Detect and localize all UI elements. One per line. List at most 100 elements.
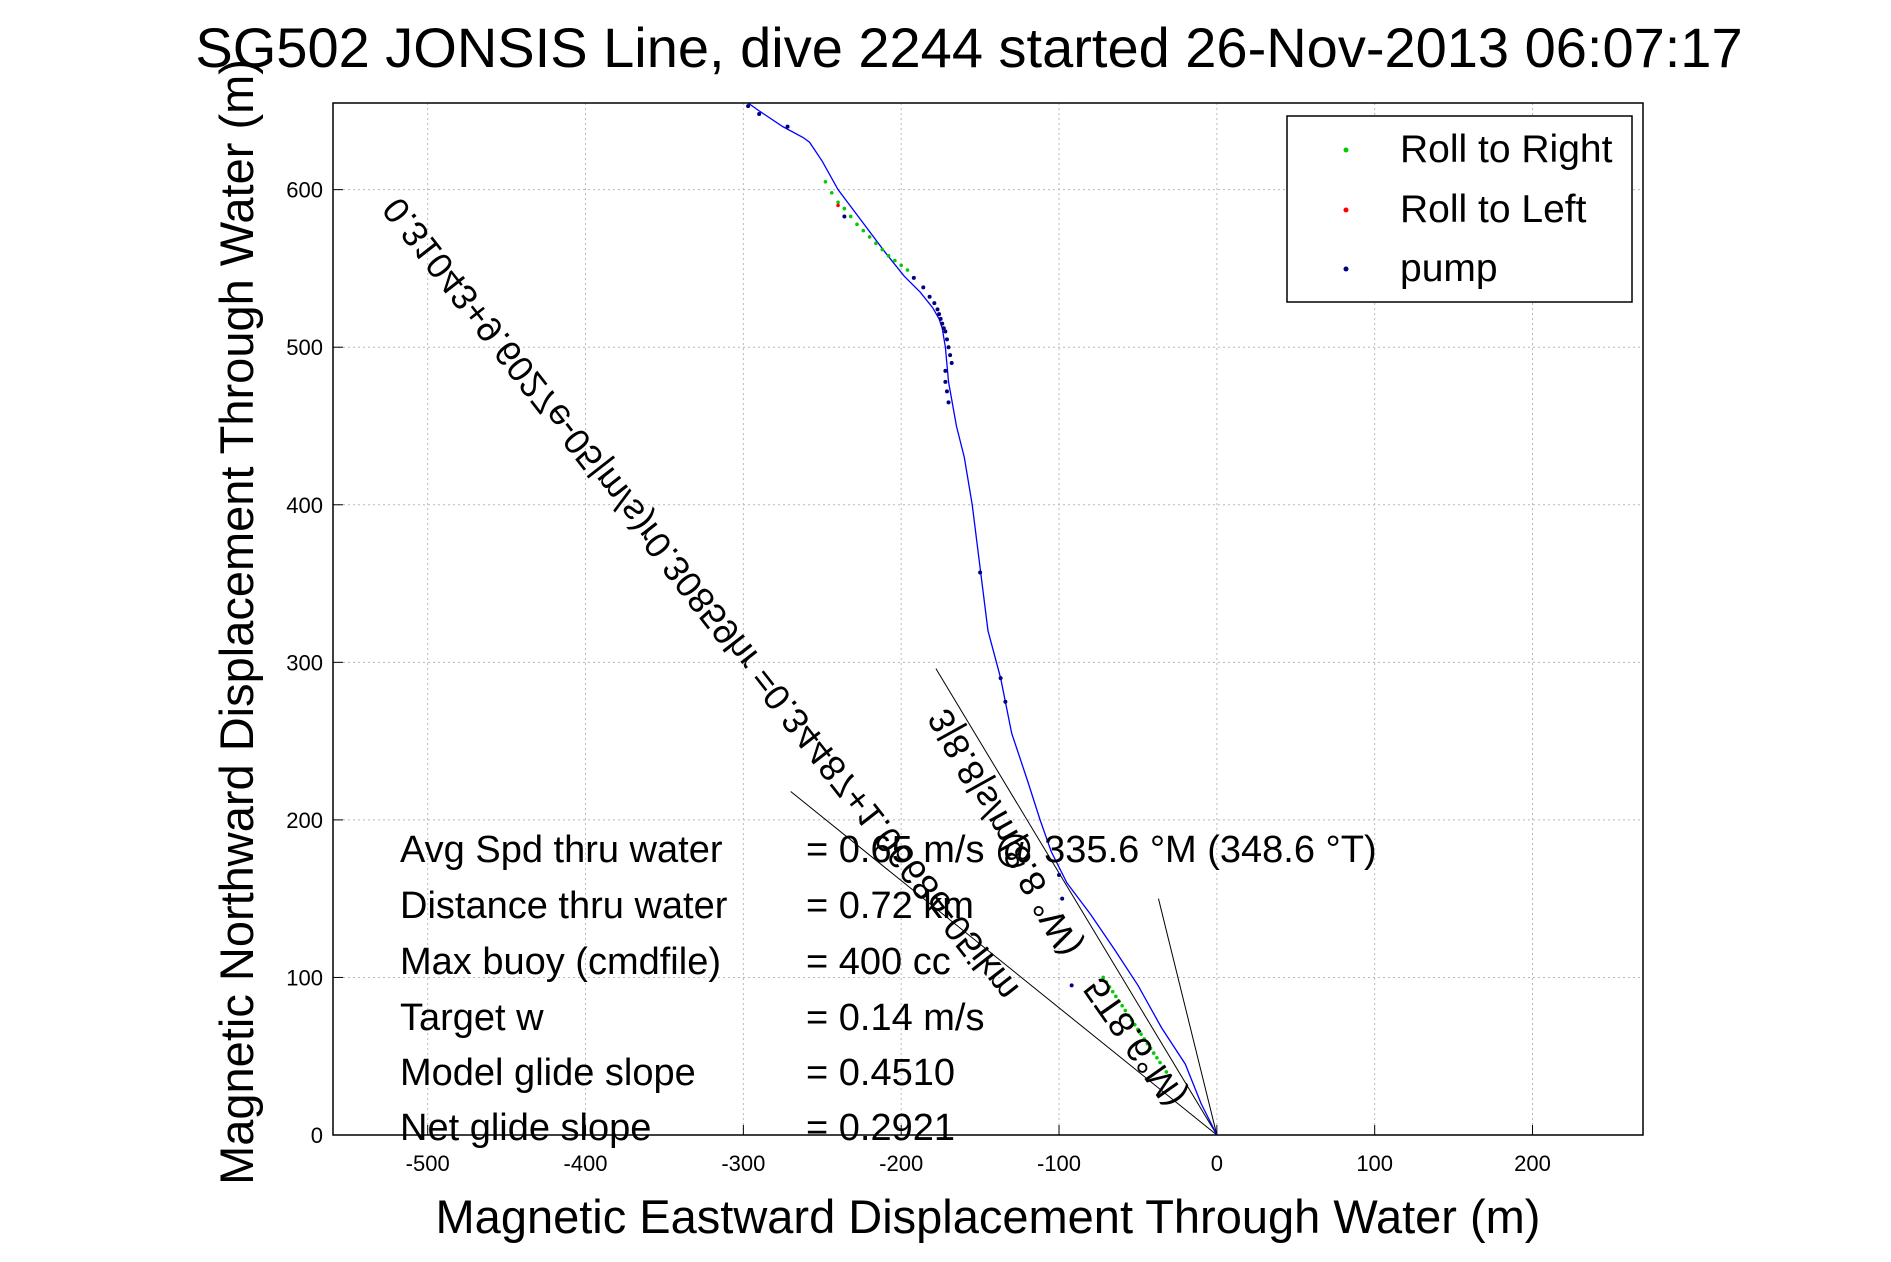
roll-right-point: [1104, 980, 1109, 984]
x-tick-labels: -500 -400 -300 -200 -100 0 100 200: [406, 1151, 1551, 1176]
pump-point: [1069, 983, 1074, 988]
y-tick-label: 500: [286, 335, 323, 360]
roll-right-point: [886, 254, 891, 258]
reference-line: [790, 791, 1218, 1136]
pump-point: [944, 337, 949, 342]
stat-value-distance: = 0.72 km: [806, 885, 974, 927]
roll-right-point: [893, 258, 897, 263]
reference-lines: [790, 668, 1218, 1136]
x-tick-label: -400: [564, 1151, 608, 1176]
roll-right-point: [1151, 1051, 1156, 1055]
pump-point: [940, 321, 945, 326]
stat-value-max-buoy: = 400 cc: [806, 941, 951, 983]
roll-right-point: [1120, 1004, 1124, 1008]
dive-track-line: [747, 102, 1218, 1136]
x-tick-label: 0: [1211, 1151, 1223, 1176]
plot-frame: [332, 102, 1644, 1136]
y-tick-label: 600: [286, 178, 323, 203]
roll-right-point: [880, 247, 885, 252]
stat-label-target-w: Target w: [400, 997, 544, 1039]
roll-right-point: [1101, 975, 1106, 980]
pump-point: [941, 326, 946, 331]
reference-line: [935, 668, 1218, 1136]
pump-point: [746, 104, 751, 109]
legend-label-roll-left: Roll to Left: [1400, 188, 1587, 231]
pump-point: [757, 112, 762, 117]
stat-label-net-glide: Net glide slope: [400, 1107, 651, 1149]
stat-label-model-glide: Model glide slope: [400, 1052, 696, 1094]
roll-right-point: [1164, 1070, 1169, 1074]
legend-label-pump: pump: [1400, 247, 1498, 290]
roll-right-point: [1161, 1065, 1165, 1070]
pump-point: [943, 329, 948, 334]
roll-right-point: [1123, 1008, 1128, 1013]
pump-point: [1057, 873, 1062, 878]
pump-point: [911, 275, 916, 280]
stat-label-max-buoy: Max buoy (cmdfile): [400, 941, 721, 983]
roll-right-point: [1155, 1055, 1159, 1060]
pump-point: [842, 214, 847, 219]
roll-right-point: [1167, 1074, 1172, 1079]
y-tick-labels: 0 100 200 300 400 500 600: [286, 178, 323, 1148]
legend: Roll to Right Roll to Left pump: [1286, 115, 1633, 303]
roll-right-point: [836, 200, 840, 205]
roll-right-point: [1139, 1032, 1143, 1036]
pump-point: [946, 345, 951, 350]
roll-right-point: [905, 268, 910, 272]
stat-label-distance: Distance thru water: [400, 885, 728, 927]
legend-swatch-pump: [1343, 266, 1349, 272]
roll-right-point: [855, 222, 859, 227]
roll-right-point: [842, 206, 847, 211]
roll-right-point: [867, 235, 872, 239]
roll-right-point: [1132, 1022, 1137, 1027]
roll-right-point: [1158, 1060, 1162, 1065]
y-tick-label: 200: [286, 808, 323, 833]
chart-title: SG502 JONSIS Line, dive 2244 started 26-…: [195, 16, 1742, 79]
roll-right-point: [823, 179, 828, 184]
pump-point: [946, 400, 951, 405]
roll-right-point: [1126, 1013, 1131, 1018]
x-tick-label: 200: [1514, 1151, 1551, 1176]
x-tick-label: -100: [1037, 1151, 1081, 1176]
roll-right-point: [874, 241, 878, 246]
stat-label-avg-speed: Avg Spd thru water: [400, 829, 723, 871]
stat-value-net-glide: = 0.2921: [806, 1107, 955, 1149]
x-tick-label: 100: [1356, 1151, 1393, 1176]
roll-right-point: [1107, 985, 1112, 989]
roll-right-point: [1117, 999, 1121, 1003]
stat-value-target-w: = 0.14 m/s: [806, 997, 984, 1039]
roll-right-point: [829, 191, 834, 195]
reference-line: [1157, 898, 1218, 1136]
roll-right-point: [861, 228, 866, 233]
x-axis-label: Magnetic Eastward Displacement Through W…: [436, 1190, 1541, 1243]
legend-label-roll-right: Roll to Right: [1400, 128, 1613, 171]
stat-value-avg-speed: = 0.65 m/s @ 335.6 °M (348.6 °T): [806, 829, 1377, 871]
roll-left-point: [836, 203, 840, 208]
roll-right-point: [1129, 1018, 1134, 1022]
pump-point: [998, 676, 1003, 681]
pump-point: [927, 294, 932, 299]
legend-swatch-roll-left: [1343, 207, 1349, 213]
pump-point: [938, 316, 943, 321]
roll-right-point: [1142, 1037, 1147, 1041]
legend-swatch-roll-right: [1343, 147, 1349, 153]
y-tick-label: 100: [286, 965, 323, 990]
roll-right-point: [1148, 1046, 1153, 1051]
roll-right-point: [899, 263, 903, 268]
marker-layer: [746, 104, 1172, 1079]
pump-point: [948, 353, 953, 358]
pump-point: [943, 379, 948, 384]
pump-point: [1060, 896, 1065, 901]
roll-right-point: [1145, 1041, 1150, 1046]
pump-point: [1003, 699, 1008, 704]
roll-right-point: [1114, 994, 1118, 999]
pump-point: [944, 389, 949, 394]
y-axis-label: Magnetic Northward Displacement Through …: [210, 59, 263, 1185]
roll-right-point: [848, 214, 853, 219]
pump-point: [943, 368, 948, 373]
y-tick-label: 400: [286, 493, 323, 518]
dive-track-layer: [747, 102, 1218, 1136]
y-tick-label: 0: [311, 1123, 323, 1148]
x-tick-label: -200: [879, 1151, 923, 1176]
